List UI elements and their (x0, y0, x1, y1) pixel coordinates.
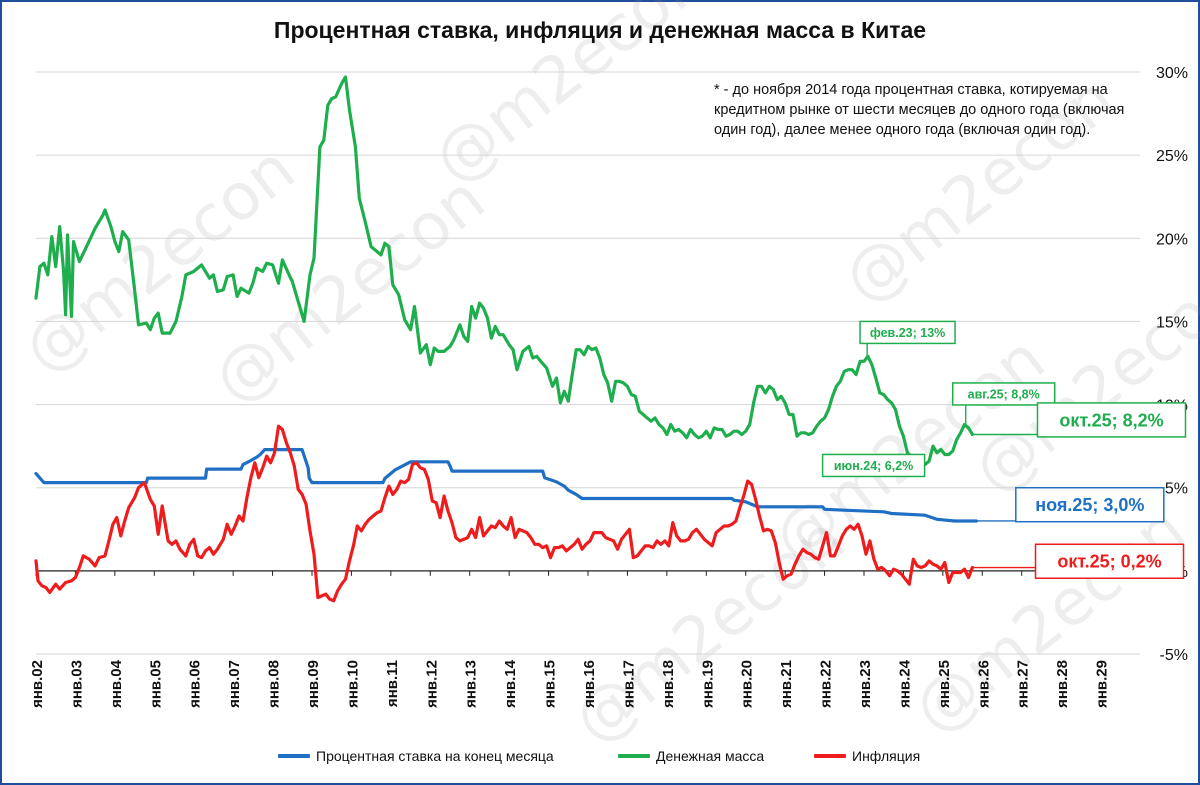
annotation-label: авг.25; 8,8% (968, 387, 1040, 401)
x-tick-label: янв.13 (463, 660, 480, 708)
x-tick-label: янв.24 (896, 659, 913, 708)
x-tick-label: янв.15 (542, 660, 559, 708)
x-tick-label: янв.28 (1054, 660, 1071, 708)
x-tick-label: янв.20 (739, 660, 756, 708)
legend-item-inflation: Инфляция (814, 748, 920, 764)
x-tick-label: янв.18 (660, 660, 677, 708)
annotation-label: окт.25; 8,2% (1059, 410, 1163, 430)
x-tick-label: янв.11 (384, 660, 401, 707)
annotation-label: окт.25; 0,2% (1057, 552, 1161, 572)
x-tick-label: янв.25 (936, 660, 953, 708)
annotation-box (1036, 402, 1187, 438)
x-tick-label: янв.23 (857, 660, 874, 708)
x-tick-label: янв.08 (266, 660, 283, 708)
legend-label-rate: Процентная ставка на конец месяца (316, 748, 554, 764)
x-tick-label: янв.14 (502, 659, 519, 708)
annotation-box (1034, 543, 1185, 580)
annotation-label: ноя.25; 3,0% (1035, 495, 1144, 515)
x-tick-label: янв.07 (226, 660, 243, 708)
x-tick-label: янв.10 (344, 660, 361, 708)
y-tick-label: -5% (1160, 647, 1188, 664)
series-line-inflation (34, 424, 974, 603)
x-tick-label: янв.04 (108, 659, 125, 708)
legend-item-money: Денежная масса (618, 748, 764, 764)
x-tick-label: янв.02 (29, 660, 46, 708)
chart-title: Процентная ставка, инфляция и денежная м… (273, 17, 927, 43)
annotation-box (821, 453, 926, 478)
x-tick-label: янв.19 (699, 660, 716, 708)
x-tick-label: янв.22 (818, 660, 835, 708)
legend-swatch-rate (278, 754, 310, 758)
annotation-label: фев.23; 13% (870, 326, 945, 340)
chart-note: * - до ноября 2014 года процентная ставк… (714, 82, 1125, 138)
legend-item-rate: Процентная ставка на конец месяца (278, 748, 554, 764)
x-tick-label: янв.12 (423, 660, 440, 708)
legend-swatch-inflation (814, 754, 846, 758)
annotation-box (859, 320, 956, 345)
x-tick-label: янв.16 (581, 660, 598, 708)
annotation-label: июн.24; 6,2% (834, 459, 913, 473)
series-line-money (34, 75, 974, 470)
annotation-box (1015, 486, 1165, 523)
y-tick-label: 30% (1156, 65, 1188, 82)
x-tick-label: янв.21 (778, 660, 795, 708)
legend-label-money: Денежная масса (656, 748, 765, 764)
chart-legend: Процентная ставка на конец месяца Денежн… (0, 748, 1200, 772)
y-tick-label: 5% (1165, 481, 1188, 498)
x-tick-label: янв.17 (620, 660, 637, 708)
x-tick-label: янв.29 (1094, 660, 1111, 708)
legend-label-inflation: Инфляция (852, 748, 921, 764)
y-tick-label: 15% (1156, 314, 1188, 331)
annotation-box (951, 382, 1056, 406)
x-tick-label: янв.06 (187, 660, 204, 708)
x-tick-label: янв.09 (305, 660, 322, 708)
y-tick-label: 20% (1156, 231, 1188, 248)
y-tick-label: 25% (1156, 148, 1188, 165)
legend-swatch-money (618, 754, 650, 758)
series-line-rate (34, 448, 978, 523)
x-tick-label: янв.27 (1015, 660, 1032, 708)
x-tick-label: янв.03 (68, 660, 85, 708)
x-tick-label: янв.26 (975, 660, 992, 708)
x-tick-label: янв.05 (147, 660, 164, 708)
